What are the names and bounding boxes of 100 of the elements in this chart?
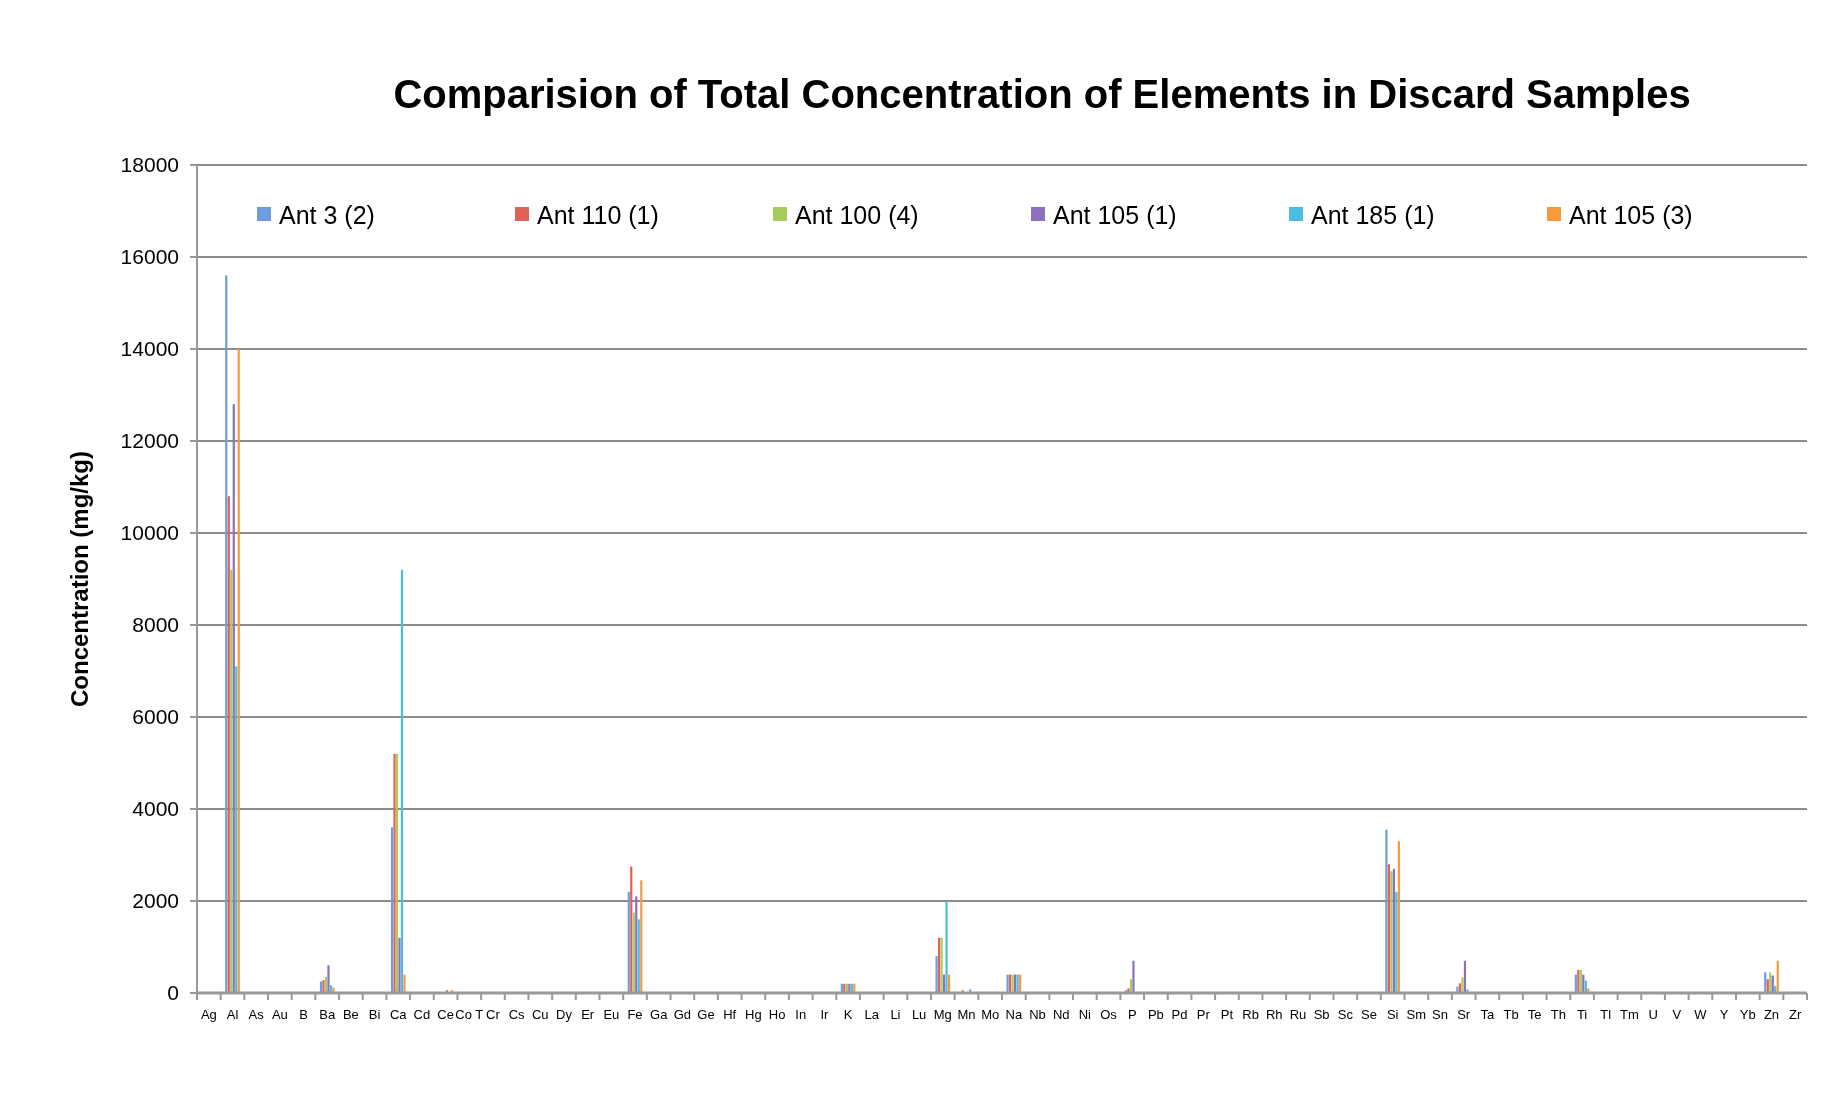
x-tick-label: Ba [319, 1007, 336, 1022]
bar [640, 880, 643, 993]
x-tick-label: Sb [1313, 1007, 1330, 1022]
x-tick-label: Mn [957, 1007, 976, 1022]
bar [627, 891, 630, 993]
x-tick-label: Zn [1763, 1007, 1780, 1022]
x-tick-label: Co T [455, 1007, 484, 1022]
x-tick-label: Sc [1337, 1007, 1354, 1022]
bar [327, 965, 330, 993]
x-tick-label: Ge [697, 1007, 715, 1022]
y-tick-label: 12000 [120, 429, 179, 453]
x-tick-label: Rh [1265, 1007, 1283, 1022]
y-axis-title: Concentration (mg/kg) [66, 451, 93, 707]
x-tick-label: Os [1100, 1007, 1118, 1022]
x-tick-label: Al [226, 1007, 239, 1022]
bar [400, 569, 404, 993]
bar [635, 896, 638, 993]
y-tick-label: 2000 [132, 889, 179, 913]
y-tick-label: 14000 [120, 337, 179, 361]
y-tick-label: 18000 [120, 153, 179, 177]
x-tick-label: K [843, 1007, 853, 1022]
x-tick-label: Gd [673, 1007, 692, 1022]
x-tick-label: Li [890, 1007, 901, 1022]
bar [630, 866, 633, 993]
legend-label: Ant 110 (1) [537, 200, 659, 229]
x-tick-label: Tb [1503, 1007, 1519, 1022]
x-tick-label: Be [342, 1007, 359, 1022]
x-tick-label: Au [271, 1007, 288, 1022]
x-tick-label: Er [581, 1007, 595, 1022]
x-tick-label: Y [1719, 1007, 1729, 1022]
bar [1132, 960, 1135, 993]
bar [230, 569, 233, 993]
x-tick-label: Si [1386, 1007, 1399, 1022]
x-tick-label: Ir [820, 1007, 830, 1022]
y-tick-label: 16000 [120, 245, 179, 269]
legend-label: Ant 100 (4) [795, 200, 919, 229]
bar [227, 496, 230, 993]
x-tick-label: U [1648, 1007, 1658, 1022]
x-tick-label: Pb [1147, 1007, 1164, 1022]
x-tick-label: Zr [1789, 1007, 1802, 1022]
x-tick-label: Bi [368, 1007, 381, 1022]
x-tick-label: Ta [1480, 1007, 1495, 1022]
bar [390, 827, 394, 993]
y-tick-label: 6000 [132, 705, 179, 729]
x-tick-label: Fe [627, 1007, 643, 1022]
x-tick-label: La [864, 1007, 880, 1022]
x-tick-label: Te [1527, 1007, 1542, 1022]
x-tick-label: Ce [437, 1007, 454, 1022]
x-tick-label: Pr [1196, 1007, 1211, 1022]
x-tick-label: V [1672, 1007, 1682, 1022]
x-tick-label: Rb [1242, 1007, 1259, 1022]
legend-label: Ant 3 (2) [279, 200, 375, 229]
x-tick-label: Ga [650, 1007, 669, 1022]
y-tick-label: 4000 [132, 797, 179, 821]
x-tick-label: Tl [1600, 1007, 1612, 1022]
x-tick-label: As [248, 1007, 265, 1022]
bar [237, 349, 240, 993]
bar [225, 275, 228, 993]
bar [398, 937, 401, 993]
bar [935, 956, 938, 993]
x-tick-label: Pd [1171, 1007, 1188, 1022]
x-tick-label: Na [1005, 1007, 1023, 1022]
y-tick-label: 10000 [120, 521, 179, 545]
x-tick-label: Ca [389, 1007, 408, 1022]
bar [637, 919, 640, 993]
x-tick-label: Nd [1052, 1007, 1070, 1022]
x-tick-label: Cu [532, 1007, 549, 1022]
bar [1395, 891, 1398, 993]
x-tick-label: Lu [911, 1007, 927, 1022]
x-tick-label: Yb [1739, 1007, 1756, 1022]
legend-label: Ant 105 (3) [1569, 200, 1693, 229]
legend-label: Ant 185 (1) [1311, 200, 1435, 229]
x-tick-label: Ti [1576, 1007, 1588, 1022]
x-tick-label: Cd [413, 1007, 431, 1022]
y-tick-label: 8000 [132, 613, 179, 637]
x-tick-label: Ag [200, 1007, 217, 1022]
x-tick-label: Cs [508, 1007, 526, 1022]
x-tick-label: Nb [1029, 1007, 1046, 1022]
x-tick-label: Cr [486, 1007, 501, 1022]
x-tick-label: Sn [1432, 1007, 1448, 1022]
bar [1387, 864, 1391, 993]
x-tick-label: Se [1361, 1007, 1377, 1022]
x-tick-label: Sm [1406, 1007, 1427, 1022]
chart-title: Comparision of Total Concentration of Elements in Discard Samples [393, 72, 1691, 116]
bar [232, 404, 235, 993]
x-tick-label: W [1694, 1007, 1708, 1022]
x-tick-label: Hg [745, 1007, 762, 1022]
bar [945, 901, 948, 993]
x-tick-label: Th [1550, 1007, 1566, 1022]
legend-label: Ant 105 (1) [1053, 200, 1177, 229]
x-tick-label: Mo [981, 1007, 1000, 1022]
bar [235, 666, 238, 993]
x-tick-label: Ho [768, 1007, 786, 1022]
bar [1397, 841, 1400, 993]
x-tick-label: Dy [556, 1007, 573, 1022]
x-tick-label: Ni [1078, 1007, 1092, 1022]
x-tick-label: Tm [1620, 1007, 1639, 1022]
x-tick-label: In [795, 1007, 807, 1022]
bar [1385, 829, 1388, 993]
bar [1461, 977, 1464, 993]
